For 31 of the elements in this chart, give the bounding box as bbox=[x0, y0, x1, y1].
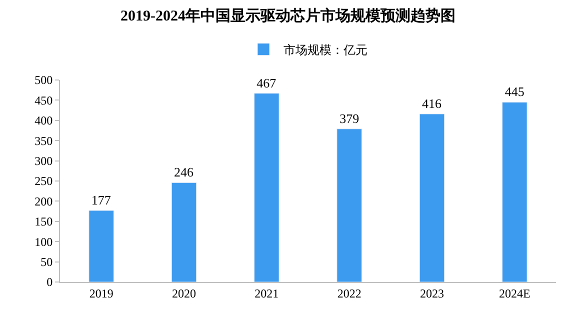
y-tick-label: 200 bbox=[34, 194, 53, 208]
data-label: 445 bbox=[504, 84, 524, 100]
data-label: 379 bbox=[340, 110, 360, 126]
y-tick-label: 500 bbox=[34, 73, 53, 88]
data-label: 246 bbox=[174, 164, 194, 180]
x-tick-label: 2021 bbox=[254, 286, 279, 300]
x-tick-label: 2024E bbox=[499, 286, 530, 300]
y-tick-label: 250 bbox=[34, 174, 53, 188]
bar bbox=[502, 102, 528, 282]
x-tick-label: 2023 bbox=[420, 286, 444, 300]
y-tick-label: 0 bbox=[46, 275, 53, 290]
bar bbox=[254, 93, 280, 282]
bar bbox=[171, 182, 197, 282]
y-tick-label: 400 bbox=[34, 114, 53, 128]
bar bbox=[419, 114, 445, 282]
bar bbox=[88, 210, 114, 282]
data-label: 177 bbox=[91, 192, 112, 208]
legend-label: 市场规模：亿元 bbox=[284, 43, 368, 58]
x-tick-label: 2020 bbox=[172, 286, 196, 300]
x-tick-label: 2019 bbox=[89, 286, 114, 300]
y-tick-label: 300 bbox=[34, 154, 53, 168]
y-tick-label: 450 bbox=[34, 93, 53, 108]
y-tick-label: 350 bbox=[34, 134, 53, 148]
y-tick-label: 100 bbox=[34, 234, 53, 249]
y-tick-label: 50 bbox=[40, 255, 53, 269]
y-tick-label: 150 bbox=[34, 214, 53, 229]
data-label: 467 bbox=[256, 75, 277, 90]
bar bbox=[336, 128, 362, 282]
x-tick-label: 2022 bbox=[337, 286, 362, 300]
data-label: 416 bbox=[422, 96, 442, 111]
chart-title: 2019-2024年中国显示驱动芯片市场规模预测趋势图 bbox=[120, 6, 456, 24]
